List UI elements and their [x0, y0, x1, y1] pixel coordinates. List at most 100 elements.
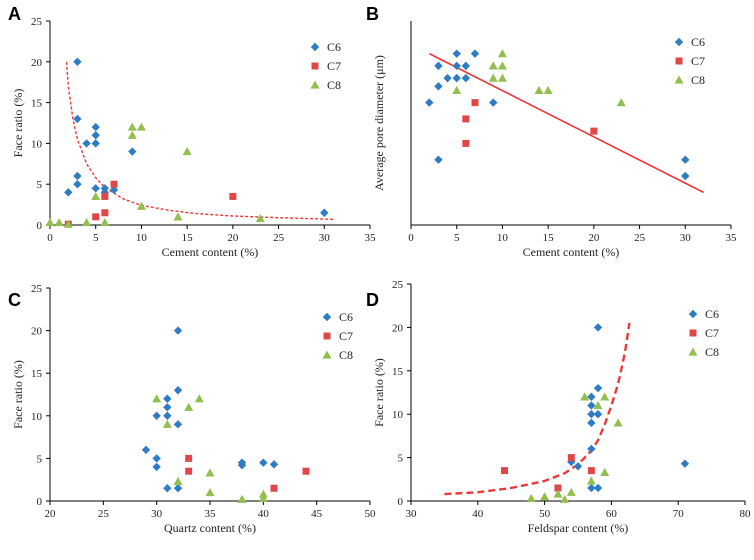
data-point-c6 [452, 73, 461, 83]
data-point-c6 [587, 401, 596, 410]
x-tick-label: 30 [406, 508, 418, 520]
legend-marker-c8 [688, 347, 698, 356]
data-point-c7 [229, 192, 237, 200]
data-point-c7 [110, 180, 118, 188]
data-point-c8 [526, 493, 536, 502]
legend-marker-c6 [322, 312, 332, 322]
data-point-c8 [173, 212, 183, 221]
data-point-c6 [163, 411, 172, 420]
legend-label-c7: C7 [339, 329, 353, 343]
legend-label-c8: C8 [691, 73, 705, 87]
data-point-c8 [534, 85, 544, 94]
data-point-c8 [136, 201, 146, 210]
data-point-c8 [184, 402, 194, 411]
y-tick-label: 25 [31, 283, 43, 295]
data-point-c8 [45, 218, 55, 227]
y-tick-label: 20 [31, 57, 43, 69]
y-tick-label: 15 [31, 98, 43, 110]
data-point-c6 [109, 185, 119, 195]
y-tick-label: 20 [31, 326, 43, 338]
data-point-c6 [452, 61, 461, 71]
data-point-c8 [497, 73, 507, 82]
x-tick-label: 40 [258, 508, 270, 520]
data-point-c6 [425, 98, 434, 107]
x-axis-title: Feldspar content (%) [528, 521, 629, 535]
x-tick-label: 30 [151, 508, 163, 520]
data-point-c6 [128, 147, 137, 156]
data-point-c6 [173, 386, 183, 395]
x-tick-label: 30 [680, 232, 692, 244]
data-point-c6 [320, 208, 329, 217]
panel-d: D 30 40 50 60 70 80 0 5 10 15 20 25 Feldspar content … [366, 279, 751, 535]
legend-marker-c8 [310, 80, 320, 89]
data-point-c8 [182, 147, 192, 156]
data-point-c6 [173, 420, 183, 429]
data-point-c6 [434, 61, 443, 71]
data-point-c8 [162, 419, 172, 428]
data-point-c8 [616, 98, 626, 107]
data-point-c6 [681, 171, 690, 181]
data-point-c6 [567, 457, 576, 467]
legend-marker-c8 [322, 350, 332, 359]
data-point-c6 [680, 459, 690, 468]
data-point-c7 [462, 115, 470, 123]
x-tick-label: 0 [408, 232, 414, 244]
x-tick-label: 45 [311, 508, 323, 520]
x-tick-label: 40 [472, 508, 484, 520]
data-point-c7 [567, 454, 575, 462]
data-point-c6 [593, 383, 603, 393]
panel-letter: A [8, 4, 21, 24]
y-tick-label: 10 [392, 409, 404, 421]
y-tick-label: 15 [31, 368, 43, 380]
data-point-c6 [152, 411, 161, 420]
data-point-c8 [152, 394, 162, 403]
data-point-c7 [270, 484, 278, 492]
x-tick-label: 35 [205, 508, 217, 520]
data-point-c8 [613, 418, 623, 427]
y-tick-label: 0 [37, 496, 43, 508]
legend: C6 C7 C8 [310, 40, 341, 92]
data-point-c6 [461, 61, 471, 71]
x-tick-label: 25 [98, 508, 110, 520]
y-tick-label: 10 [31, 138, 43, 150]
panel-a: A 0 5 10 15 20 25 30 35 0 5 10 15 20 25 Cement content … [8, 4, 376, 259]
x-tick-label: 50 [365, 508, 377, 520]
legend: C6 C7 C8 [674, 35, 705, 87]
data-point-c6 [452, 49, 461, 58]
y-tick-label: 0 [37, 220, 43, 232]
data-point-c6 [489, 98, 498, 107]
x-axis-title: Cement content (%) [523, 245, 620, 259]
data-point-c6 [587, 483, 596, 493]
y-tick-label: 0 [398, 496, 404, 508]
data-point-c7 [185, 454, 193, 462]
x-tick-label: 80 [740, 508, 752, 520]
legend-label-c7: C7 [691, 54, 705, 68]
data-point-c8 [560, 494, 570, 503]
x-tick-label: 35 [365, 232, 377, 244]
panel-c: C 20 25 30 35 40 45 50 0 5 10 15 20 25 Quartz content … [8, 283, 376, 535]
legend: C6 C7 C8 [688, 307, 719, 359]
data-point-c8 [100, 218, 110, 227]
data-point-c6 [443, 73, 452, 83]
panel-letter: B [366, 4, 379, 24]
fit-curve [428, 52, 704, 194]
x-tick-label: 70 [673, 508, 685, 520]
legend-marker-c7 [311, 62, 319, 70]
y-axis-title: Face ratio (%) [11, 360, 25, 429]
data-point-c6 [91, 184, 100, 193]
x-tick-label: 35 [726, 232, 738, 244]
data-point-c6 [163, 394, 172, 403]
legend: C6 C7 C8 [322, 310, 353, 362]
data-point-c6 [681, 155, 690, 164]
data-point-c8 [91, 191, 101, 201]
data-point-c6 [91, 131, 100, 140]
legend-label-c6: C6 [705, 307, 719, 321]
data-point-c6 [73, 114, 82, 124]
data-point-c8 [452, 85, 462, 94]
data-point-c8 [566, 487, 576, 496]
data-point-c8 [543, 85, 553, 94]
data-point-c8 [237, 494, 247, 503]
data-point-c6 [593, 483, 603, 493]
data-point-c8 [54, 218, 64, 227]
data-point-c8 [258, 493, 268, 503]
